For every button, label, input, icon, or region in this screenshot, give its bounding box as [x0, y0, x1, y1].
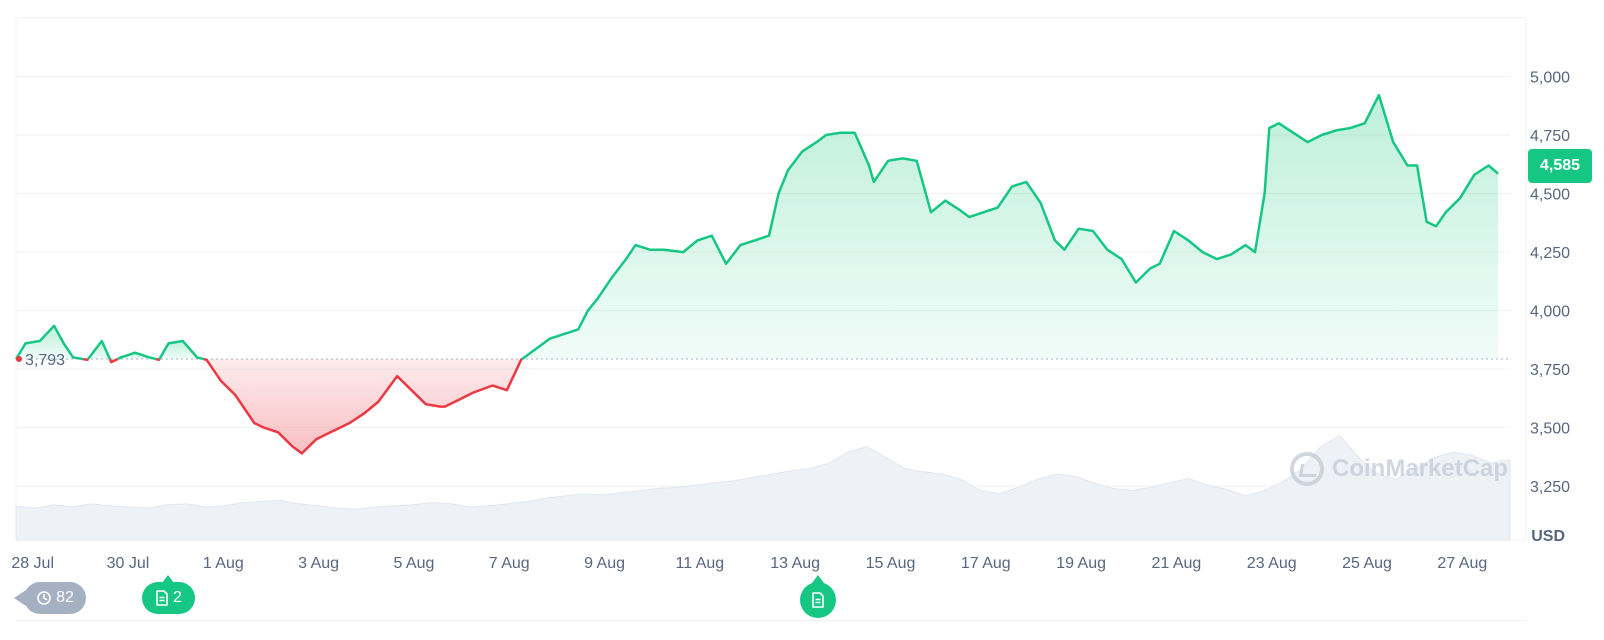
price-area-up	[522, 95, 1499, 360]
price-lines	[14, 93, 1499, 455]
x-tick-label: 19 Aug	[1056, 555, 1106, 572]
x-tick-label: 9 Aug	[584, 555, 625, 572]
x-tick-label: 28 Jul	[11, 555, 54, 572]
x-tick-label: 27 Aug	[1437, 555, 1487, 572]
price-line-down	[155, 357, 161, 362]
price-fills	[16, 95, 1499, 454]
y-tick-label: 3,250	[1530, 479, 1570, 496]
price-line-up	[14, 324, 84, 361]
news-count: 2	[173, 589, 182, 606]
range-navigator[interactable]	[16, 620, 1526, 640]
price-line-up	[87, 339, 112, 360]
y-tick-label: 4,500	[1530, 187, 1570, 204]
price-line-down	[203, 357, 523, 455]
x-tick-label: 5 Aug	[393, 555, 434, 572]
news-events-button[interactable]: 2	[142, 575, 195, 614]
document-icon	[156, 590, 168, 606]
history-events-button[interactable]: 82	[14, 582, 86, 614]
price-line-up	[158, 339, 205, 361]
y-tick-label: 3,500	[1530, 421, 1570, 438]
x-tick-label: 30 Jul	[107, 555, 150, 572]
news-event-marker[interactable]	[800, 575, 836, 618]
watermark-text: CoinMarketCap	[1332, 455, 1509, 482]
baseline-label: 3,793	[25, 352, 65, 369]
price-line-up	[116, 351, 157, 361]
y-tick-label: 3,750	[1530, 362, 1570, 379]
history-count: 82	[56, 589, 74, 606]
baseline-dot	[16, 356, 22, 363]
watermark: CoinMarketCap	[1290, 452, 1508, 486]
x-tick-label: 21 Aug	[1151, 555, 1201, 572]
y-tick-label: 4,750	[1530, 128, 1570, 145]
y-tick-label: 5,000	[1530, 70, 1570, 87]
price-area-up	[16, 325, 84, 360]
x-tick-label: 7 Aug	[489, 555, 530, 572]
price-area-up	[88, 341, 110, 360]
price-line-down	[82, 357, 90, 362]
x-axis: 28 Jul 30 Jul 1 Aug 3 Aug 5 Aug 7 Aug 9 Aug 11 …	[11, 555, 1487, 572]
price-line-up	[521, 93, 1499, 361]
current-price-tag: 4,585	[1528, 149, 1592, 183]
history-icon	[37, 591, 51, 605]
y-tick-label: 4,000	[1530, 304, 1570, 321]
coinmarketcap-logo-icon	[1290, 452, 1324, 486]
volume-area-path	[15, 434, 1511, 541]
x-tick-label: 11 Aug	[676, 555, 725, 572]
x-tick-label: 17 Aug	[961, 555, 1011, 572]
x-tick-label: 1 Aug	[203, 555, 244, 572]
price-area-up	[159, 341, 204, 360]
document-icon	[812, 592, 824, 608]
x-tick-label: 3 Aug	[298, 555, 339, 572]
x-tick-label: 23 Aug	[1247, 555, 1297, 572]
price-area-down	[203, 359, 523, 454]
x-tick-label: 25 Aug	[1342, 555, 1392, 572]
currency-label: USD	[1531, 528, 1565, 545]
x-tick-label: 15 Aug	[866, 555, 916, 572]
x-tick-label: 13 Aug	[770, 555, 820, 572]
price-line-down	[108, 357, 119, 364]
y-axis: 5,000 4,750 4,500 4,250 4,000 3,750 3,500 3,250	[1530, 70, 1570, 497]
y-tick-label: 4,250	[1530, 245, 1570, 262]
volume-area	[15, 434, 1511, 541]
